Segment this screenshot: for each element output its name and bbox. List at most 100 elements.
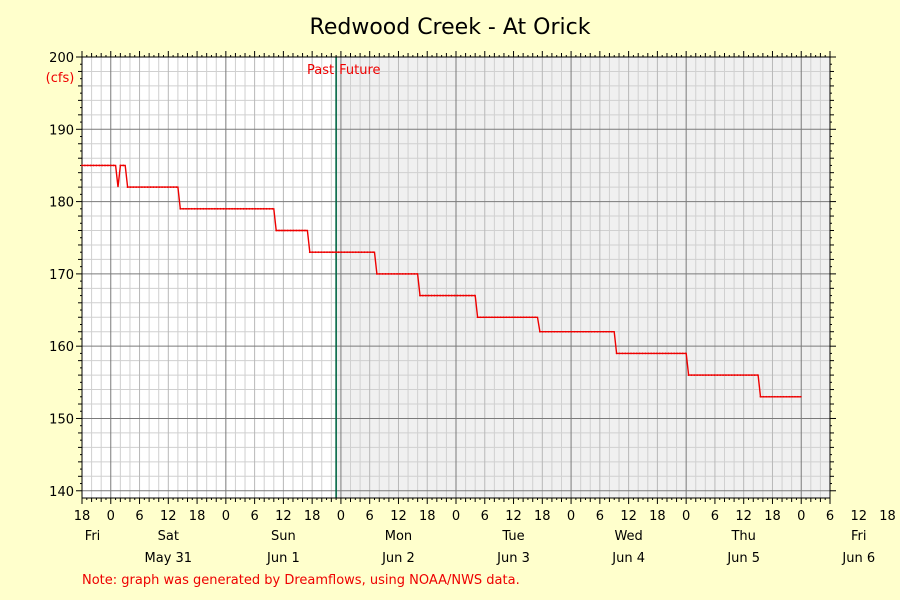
plot-past-bg (82, 57, 337, 498)
data-point (225, 207, 228, 210)
x-hour-label: 0 (797, 509, 805, 524)
data-point (245, 207, 248, 210)
data-point (534, 316, 537, 319)
x-hour-label: 12 (505, 509, 522, 524)
data-point (202, 207, 205, 210)
data-point (531, 316, 534, 319)
data-point (436, 294, 439, 297)
data-point (275, 229, 278, 232)
x-hour-label: 0 (337, 509, 345, 524)
data-point (605, 330, 607, 333)
x-day-label: Fri (85, 529, 101, 544)
x-hour-label: 12 (735, 509, 752, 524)
data-point (375, 272, 378, 275)
data-point (713, 374, 716, 376)
data-point (286, 229, 289, 232)
data-point (710, 374, 713, 376)
data-point (360, 251, 363, 254)
source-note: Note: graph was generated by Dreamflows,… (82, 573, 520, 588)
data-point (216, 207, 219, 210)
data-point (750, 374, 753, 376)
data-point (456, 294, 459, 297)
data-point (608, 330, 610, 333)
data-point (730, 374, 733, 376)
data-point (445, 294, 447, 297)
y-tick-label: 200 (49, 51, 74, 66)
data-point (390, 272, 393, 275)
data-point (462, 294, 465, 297)
data-point (618, 352, 621, 355)
data-point (231, 207, 233, 210)
data-point (211, 207, 213, 210)
data-point (95, 164, 98, 167)
data-point (169, 186, 172, 189)
data-point (541, 330, 544, 333)
data-point (393, 272, 396, 275)
data-point (158, 186, 161, 189)
y-axis-unit-label: (cfs) (46, 71, 75, 86)
data-point (468, 294, 470, 297)
data-point (585, 330, 587, 333)
x-hour-label: 6 (711, 509, 719, 524)
data-point (387, 272, 390, 275)
data-point (251, 207, 254, 210)
x-hour-label: 0 (567, 509, 575, 524)
data-point (323, 251, 326, 254)
data-point (222, 207, 225, 210)
data-point (756, 374, 759, 376)
x-day-label: Tue (501, 529, 524, 544)
data-point (596, 330, 599, 333)
data-point (681, 352, 684, 355)
data-point (81, 164, 83, 167)
data-point (283, 229, 286, 232)
y-tick-label: 160 (49, 340, 74, 355)
data-point (234, 207, 236, 210)
data-point (641, 352, 644, 355)
chart-title: Redwood Creek - At Orick (310, 15, 591, 40)
data-point (702, 374, 704, 376)
data-point (268, 207, 271, 210)
data-point (298, 229, 301, 232)
data-point (556, 330, 559, 333)
data-point (281, 229, 283, 232)
data-point (753, 374, 756, 376)
data-point (473, 294, 476, 297)
data-point (175, 186, 178, 189)
data-point (164, 186, 166, 189)
data-point (796, 395, 799, 398)
x-date-label: Jun 4 (611, 551, 645, 566)
data-point (470, 294, 473, 297)
data-point (476, 316, 479, 319)
data-point (199, 207, 202, 210)
data-point (92, 164, 95, 167)
data-point (482, 316, 485, 319)
data-point (567, 330, 570, 333)
data-point (522, 316, 525, 319)
data-point (337, 251, 340, 254)
x-hour-label: 0 (222, 509, 230, 524)
data-point (384, 272, 387, 275)
data-point (381, 272, 384, 275)
data-point (771, 395, 773, 398)
data-point (748, 374, 750, 376)
x-date-label: Jun 6 (841, 551, 875, 566)
data-point (424, 294, 427, 297)
data-point (725, 374, 727, 376)
data-point (430, 294, 433, 297)
data-point (450, 294, 453, 297)
data-point (579, 330, 582, 333)
data-point (547, 330, 550, 333)
data-point (126, 186, 129, 189)
data-point (346, 251, 349, 254)
data-point (499, 316, 502, 319)
y-tick-label: 140 (49, 485, 74, 500)
data-point (661, 352, 664, 355)
data-point (776, 395, 779, 398)
x-date-label: Jun 5 (726, 551, 760, 566)
data-point (416, 272, 419, 275)
data-point (179, 207, 182, 210)
y-tick-label: 170 (49, 268, 74, 283)
data-point (442, 294, 444, 297)
data-point (615, 352, 618, 355)
data-point (410, 272, 413, 275)
